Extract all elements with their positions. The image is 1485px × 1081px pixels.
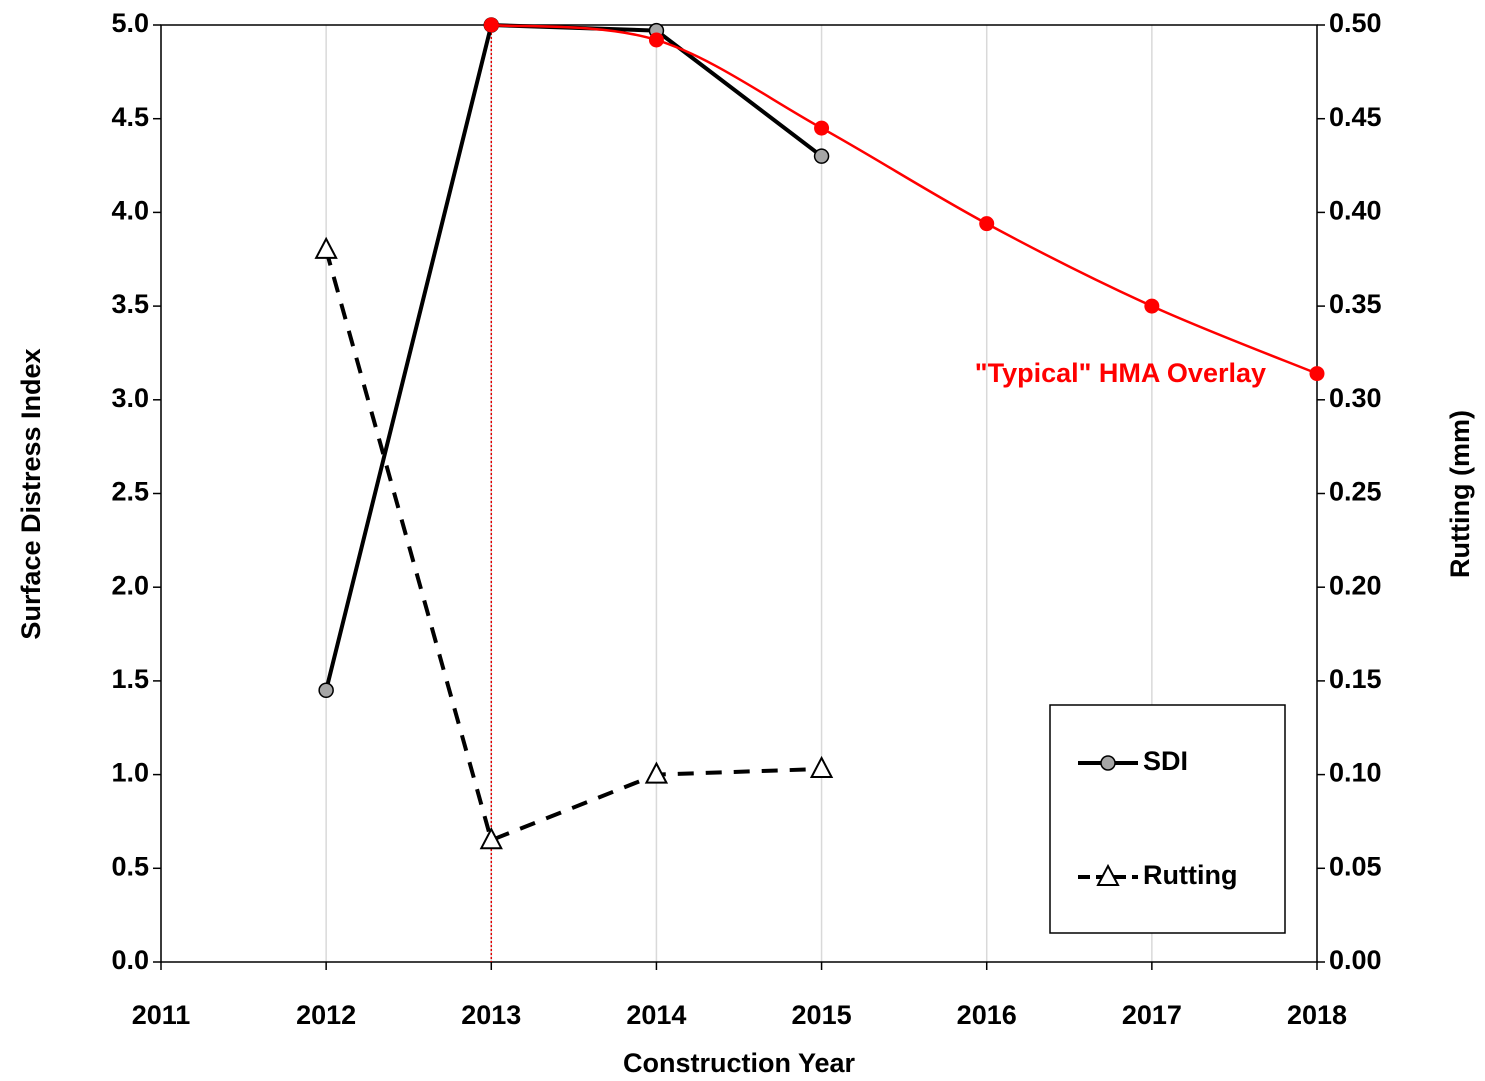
y2-axis-label: Rutting (mm) [1445,410,1475,578]
y2-tick-label: 0.35 [1329,289,1382,319]
annotation: "Typical" HMA Overlay [975,358,1266,388]
y2-tick-label: 0.05 [1329,851,1382,881]
y-tick-label: 4.5 [111,102,149,132]
x-tick-label: 2017 [1122,1000,1182,1030]
legend-label: SDI [1143,746,1188,776]
x-tick-label: 2018 [1287,1000,1347,1030]
x-tick-label: 2013 [461,1000,521,1030]
y-tick-label: 0.0 [111,945,149,975]
y2-tick-label: 0.10 [1329,758,1382,788]
y2-tick-label: 0.45 [1329,102,1382,132]
y2-tick-label: 0.20 [1329,570,1382,600]
y2-tick-label: 0.00 [1329,945,1382,975]
marker [814,120,830,136]
legend-box [1049,704,1286,934]
y-tick-label: 0.5 [111,851,149,881]
marker [809,755,834,778]
x-tick-label: 2014 [626,1000,686,1030]
legend-label: Rutting [1143,860,1237,890]
series-line [324,22,823,691]
y-tick-label: 4.0 [111,196,149,226]
y-tick-label: 2.0 [111,570,149,600]
series-line [324,249,822,843]
marker [644,761,669,784]
marker [314,236,338,259]
y-tick-label: 1.5 [111,664,149,694]
marker [479,827,503,850]
series-line [491,23,1318,375]
y-tick-label: 2.5 [111,477,149,507]
marker [1144,298,1160,314]
marker [1100,755,1116,771]
legend: SDI Rutting [1049,704,1286,934]
x-tick-label: 2016 [957,1000,1017,1030]
marker [1096,863,1120,886]
y-tick-label: 3.5 [111,289,149,319]
y-axis-label: Surface Distress Index [16,348,46,639]
marker [813,148,830,164]
marker [1309,366,1325,382]
plot-frame [160,24,1318,963]
y2-tick-label: 0.30 [1329,383,1382,413]
y-tick-label: 1.0 [111,758,149,788]
marker [648,32,664,48]
y2-tick-label: 0.25 [1329,477,1382,507]
marker [483,17,499,33]
x-axis-label: Construction Year [623,1048,856,1078]
y2-tick-label: 0.40 [1329,196,1382,226]
marker [318,682,334,699]
marker [979,216,995,232]
x-tick-label: 2015 [792,1000,852,1030]
x-tick-label: 2011 [132,1000,191,1030]
x-tick-label: 2012 [296,1000,356,1030]
y-tick-label: 5.0 [111,8,149,38]
y2-tick-label: 0.15 [1329,664,1382,694]
y-tick-label: 3.0 [111,383,149,413]
y2-tick-label: 0.50 [1329,8,1382,38]
